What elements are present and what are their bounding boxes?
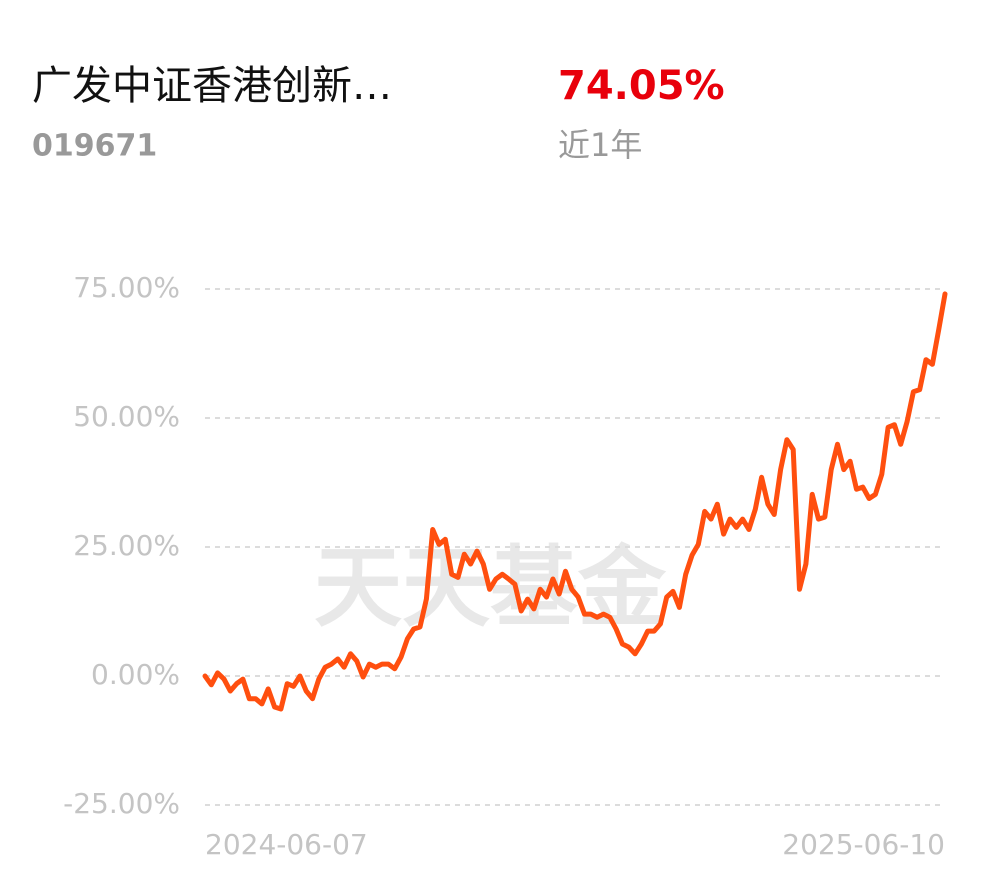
fund-name: 广发中证香港创新…: [32, 63, 392, 109]
y-tick-label: -25.00%: [63, 787, 180, 820]
fund-code: 019671: [32, 129, 157, 164]
return-period: 近1年: [558, 126, 642, 164]
y-tick-label: 50.00%: [73, 400, 180, 433]
y-tick-label: 75.00%: [73, 271, 180, 304]
x-tick-label: 2025-06-10: [782, 828, 945, 861]
x-tick-label: 2024-06-07: [205, 828, 368, 861]
y-tick-label: 0.00%: [91, 658, 180, 691]
line: [202, 291, 948, 712]
return-value: 74.05%: [558, 63, 725, 109]
y-tick-label: 25.00%: [73, 529, 180, 562]
